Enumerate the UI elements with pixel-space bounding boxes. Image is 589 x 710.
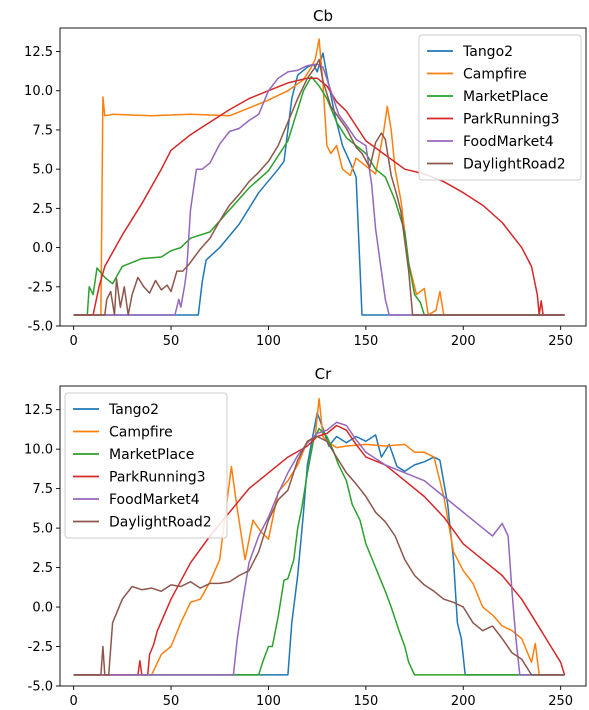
y-tick-label: 5.0 bbox=[32, 522, 53, 537]
legend-frame bbox=[64, 392, 228, 539]
series-line-campfire bbox=[73, 38, 565, 316]
series-lines bbox=[73, 397, 566, 676]
chart-panel-cb: Cb 0 50 100 150 200 250 -5.0 -2.5 0.0 2.5 5.0 7.5 10.… bbox=[24, 7, 587, 349]
x-tick-label: 100 bbox=[256, 334, 281, 349]
x-tick-label: 250 bbox=[548, 694, 573, 706]
series-lines bbox=[73, 38, 565, 316]
x-tick-label: 150 bbox=[353, 334, 378, 349]
y-tick-label: 10.0 bbox=[24, 443, 53, 458]
legend-label: Campfire bbox=[463, 67, 527, 83]
x-tick-label: 50 bbox=[163, 334, 180, 349]
x-tick-label: 0 bbox=[69, 694, 77, 706]
x-tick-label: 200 bbox=[451, 334, 476, 349]
y-tick-label: 0.0 bbox=[32, 241, 53, 256]
axes-frame bbox=[59, 27, 587, 327]
y-tick-label: 5.0 bbox=[32, 163, 53, 178]
x-tick-label: 200 bbox=[451, 694, 476, 706]
y-tick-label: -5.0 bbox=[28, 320, 53, 335]
x-tick-label: 0 bbox=[69, 334, 77, 349]
series-line-marketplace bbox=[73, 75, 565, 316]
legend: Tango2 Campfire MarketPlace ParkRunning3 Foo… bbox=[64, 392, 228, 539]
series-line-foodmarket4 bbox=[73, 63, 565, 316]
series-line-daylightroad2 bbox=[73, 58, 565, 316]
legend-label: DaylightRoad2 bbox=[109, 515, 212, 531]
chart-panel-cr: Cr 0 50 100 150 200 250 -5.0 -2.5 0.0 2.5 5.0 7.5 10.… bbox=[24, 365, 587, 709]
series-line-marketplace bbox=[73, 427, 565, 676]
y-tick-label: -2.5 bbox=[28, 280, 53, 295]
y-tick-label: 10.0 bbox=[24, 84, 53, 99]
axes-frame bbox=[59, 385, 587, 687]
chart-title: Cr bbox=[315, 365, 332, 383]
series-line-tango2 bbox=[73, 52, 565, 316]
y-tick-label: -2.5 bbox=[28, 640, 53, 655]
series-line-parkrunning3 bbox=[73, 424, 566, 676]
legend-label: FoodMarket4 bbox=[109, 492, 200, 508]
legend-label: MarketPlace bbox=[463, 89, 548, 105]
legend-label: Tango2 bbox=[462, 44, 513, 60]
y-tick-label: 2.5 bbox=[32, 202, 53, 217]
y-tick-label: 12.5 bbox=[24, 403, 53, 418]
legend: Tango2 Campfire MarketPlace ParkRunning3 Foo… bbox=[418, 34, 582, 181]
legend-label: FoodMarket4 bbox=[463, 134, 554, 150]
legend-label: MarketPlace bbox=[109, 447, 194, 463]
y-tick-label: 7.5 bbox=[32, 123, 53, 138]
y-tick-label: 12.5 bbox=[24, 45, 53, 60]
legend-label: DaylightRoad2 bbox=[463, 157, 566, 173]
legend-label: Tango2 bbox=[108, 402, 159, 418]
legend-label: ParkRunning3 bbox=[463, 112, 560, 128]
x-tick-label: 50 bbox=[163, 694, 180, 706]
series-line-foodmarket4 bbox=[73, 421, 565, 676]
x-tick-label: 250 bbox=[548, 334, 573, 349]
legend-label: Campfire bbox=[109, 425, 173, 441]
y-tick-label: -5.0 bbox=[28, 680, 53, 695]
legend-frame bbox=[418, 34, 582, 181]
x-tick-label: 100 bbox=[256, 694, 281, 706]
chart-title: Cb bbox=[313, 7, 333, 25]
y-tick-label: 7.5 bbox=[32, 482, 53, 497]
legend-label: ParkRunning3 bbox=[109, 470, 206, 486]
series-line-daylightroad2 bbox=[73, 435, 565, 676]
y-tick-label: 2.5 bbox=[32, 561, 53, 576]
series-line-campfire bbox=[73, 397, 565, 676]
y-tick-label: 0.0 bbox=[32, 601, 53, 616]
x-tick-label: 150 bbox=[353, 694, 378, 706]
